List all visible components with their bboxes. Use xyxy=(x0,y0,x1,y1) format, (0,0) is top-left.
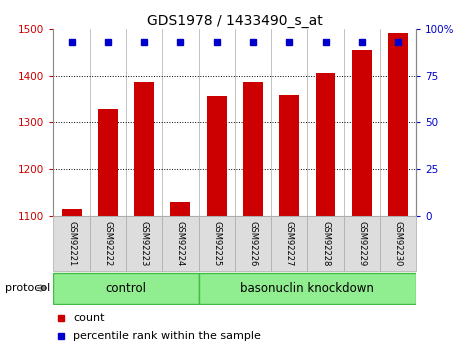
Text: percentile rank within the sample: percentile rank within the sample xyxy=(73,331,261,341)
Text: GSM92222: GSM92222 xyxy=(103,220,113,266)
Text: basonuclin knockdown: basonuclin knockdown xyxy=(240,282,374,295)
Text: GSM92223: GSM92223 xyxy=(140,220,149,266)
Text: GSM92224: GSM92224 xyxy=(176,220,185,266)
Bar xyxy=(62,209,81,216)
Bar xyxy=(279,95,299,216)
Bar xyxy=(243,82,263,216)
Bar xyxy=(126,216,162,271)
Bar xyxy=(171,201,190,216)
Bar xyxy=(98,108,118,216)
Text: GSM92221: GSM92221 xyxy=(67,220,76,266)
Title: GDS1978 / 1433490_s_at: GDS1978 / 1433490_s_at xyxy=(147,14,323,28)
Bar xyxy=(199,273,416,304)
Bar xyxy=(162,216,199,271)
Bar xyxy=(207,96,226,216)
Bar xyxy=(235,216,271,271)
Text: count: count xyxy=(73,313,105,323)
Text: GSM92229: GSM92229 xyxy=(357,220,366,266)
Bar xyxy=(344,216,380,271)
Bar xyxy=(307,216,344,271)
Bar xyxy=(388,33,408,216)
Text: GSM92225: GSM92225 xyxy=(212,220,221,266)
Bar xyxy=(380,216,416,271)
Bar xyxy=(53,273,199,304)
Text: protocol: protocol xyxy=(5,283,50,293)
Text: GSM92227: GSM92227 xyxy=(285,220,294,266)
Bar xyxy=(90,216,126,271)
Text: control: control xyxy=(106,282,146,295)
Text: GSM92226: GSM92226 xyxy=(248,220,258,266)
Bar xyxy=(271,216,307,271)
Bar xyxy=(53,216,90,271)
Text: GSM92230: GSM92230 xyxy=(393,220,403,266)
Bar xyxy=(199,216,235,271)
Text: GSM92228: GSM92228 xyxy=(321,220,330,266)
Bar xyxy=(134,82,154,216)
Bar xyxy=(352,50,372,216)
Bar xyxy=(316,73,335,216)
